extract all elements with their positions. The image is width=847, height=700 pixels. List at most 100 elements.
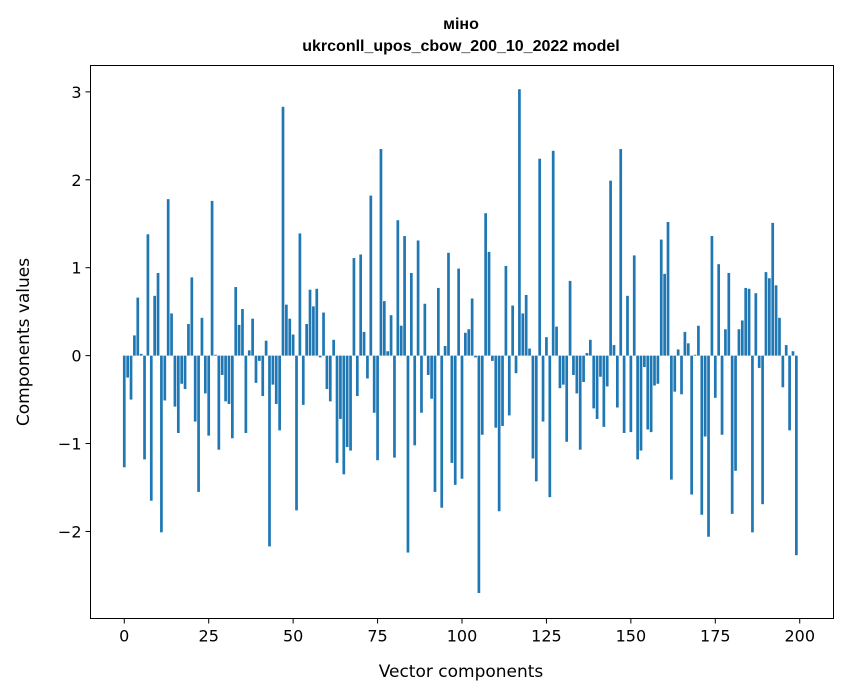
bar-51 <box>295 355 298 511</box>
bar-114 <box>507 355 511 416</box>
bar-7 <box>146 234 150 356</box>
x-tick-label: 200 <box>784 627 815 646</box>
bar-70 <box>359 254 363 356</box>
bar-98 <box>453 355 457 485</box>
bar-13 <box>166 199 170 356</box>
bar-179 <box>727 272 731 356</box>
bar-49 <box>288 318 292 356</box>
bar-22 <box>197 355 200 492</box>
bar-116 <box>514 355 518 374</box>
bar-147 <box>619 149 623 356</box>
bar-151 <box>632 255 636 356</box>
bar-46 <box>278 355 281 431</box>
bar-82 <box>399 325 403 356</box>
y-tick-label: −1 <box>58 435 82 454</box>
y-tick-label: 0 <box>71 347 81 366</box>
bar-101 <box>464 332 467 356</box>
bar-77 <box>382 301 386 356</box>
bar-178 <box>724 329 727 356</box>
bar-37 <box>247 350 251 356</box>
bar-99 <box>457 268 460 356</box>
bar-150 <box>629 355 633 433</box>
bar-74 <box>372 355 376 413</box>
bar-171 <box>700 355 704 515</box>
bar-23 <box>200 317 204 356</box>
bar-125 <box>545 337 548 356</box>
bar-140 <box>595 355 599 419</box>
bar-144 <box>609 180 612 356</box>
bar-15 <box>173 355 177 407</box>
bar-191 <box>767 278 771 356</box>
bar-152 <box>636 355 639 460</box>
bar-76 <box>379 149 383 356</box>
bar-63 <box>335 355 339 463</box>
bar-29 <box>220 355 224 375</box>
bar-87 <box>416 240 420 356</box>
bar-106 <box>480 355 484 435</box>
bar-170 <box>697 325 700 356</box>
bar-33 <box>234 287 238 356</box>
bar-195 <box>781 355 785 388</box>
bar-142 <box>602 355 606 427</box>
bar-47 <box>281 106 285 356</box>
bar-45 <box>274 355 278 404</box>
bar-120 <box>528 348 531 356</box>
bar-86 <box>413 355 417 446</box>
bar-187 <box>754 293 758 356</box>
bar-53 <box>301 355 305 405</box>
bar-72 <box>366 355 369 379</box>
bar-19 <box>187 323 190 356</box>
bar-48 <box>285 304 288 356</box>
bar-165 <box>680 355 683 395</box>
bar-174 <box>710 236 714 356</box>
bar-56 <box>312 306 315 356</box>
bar-27 <box>214 354 217 356</box>
bar-73 <box>369 195 373 356</box>
bar-2 <box>129 355 133 400</box>
bar-156 <box>649 355 653 433</box>
bar-78 <box>386 351 390 356</box>
bar-50 <box>291 334 295 356</box>
bar-6 <box>143 355 146 460</box>
bar-41 <box>261 355 265 397</box>
bar-5 <box>139 353 143 356</box>
x-tick-label: 100 <box>447 627 478 646</box>
bar-83 <box>403 236 406 356</box>
bar-130 <box>561 355 565 385</box>
bar-193 <box>774 285 778 356</box>
bar-137 <box>585 352 589 356</box>
bar-71 <box>362 331 366 356</box>
bar-139 <box>592 355 596 409</box>
bar-68 <box>352 258 356 356</box>
bar-20 <box>190 277 194 356</box>
bar-24 <box>203 355 207 394</box>
bar-103 <box>470 298 474 356</box>
bar-10 <box>156 272 160 356</box>
bar-138 <box>588 339 592 356</box>
bar-149 <box>626 295 629 356</box>
bar-108 <box>487 251 491 356</box>
bar-197 <box>788 355 791 431</box>
bar-189 <box>761 355 764 505</box>
bar-75 <box>376 355 379 461</box>
bar-192 <box>771 222 775 356</box>
bar-132 <box>568 280 572 356</box>
bar-107 <box>484 213 487 356</box>
bar-79 <box>389 315 393 356</box>
bar-65 <box>342 355 346 475</box>
bar-30 <box>224 355 227 402</box>
bar-32 <box>230 355 234 439</box>
bar-121 <box>531 355 535 459</box>
x-tick-label: 50 <box>283 627 303 646</box>
bar-111 <box>497 355 501 512</box>
bar-84 <box>406 355 410 553</box>
bar-0 <box>122 355 126 468</box>
bar-119 <box>524 294 528 356</box>
bar-34 <box>237 324 241 356</box>
y-tick-label: −2 <box>58 522 82 541</box>
bar-173 <box>707 355 710 537</box>
bar-128 <box>555 326 558 356</box>
bar-110 <box>494 355 498 428</box>
bar-102 <box>467 329 471 356</box>
bar-62 <box>332 339 336 356</box>
